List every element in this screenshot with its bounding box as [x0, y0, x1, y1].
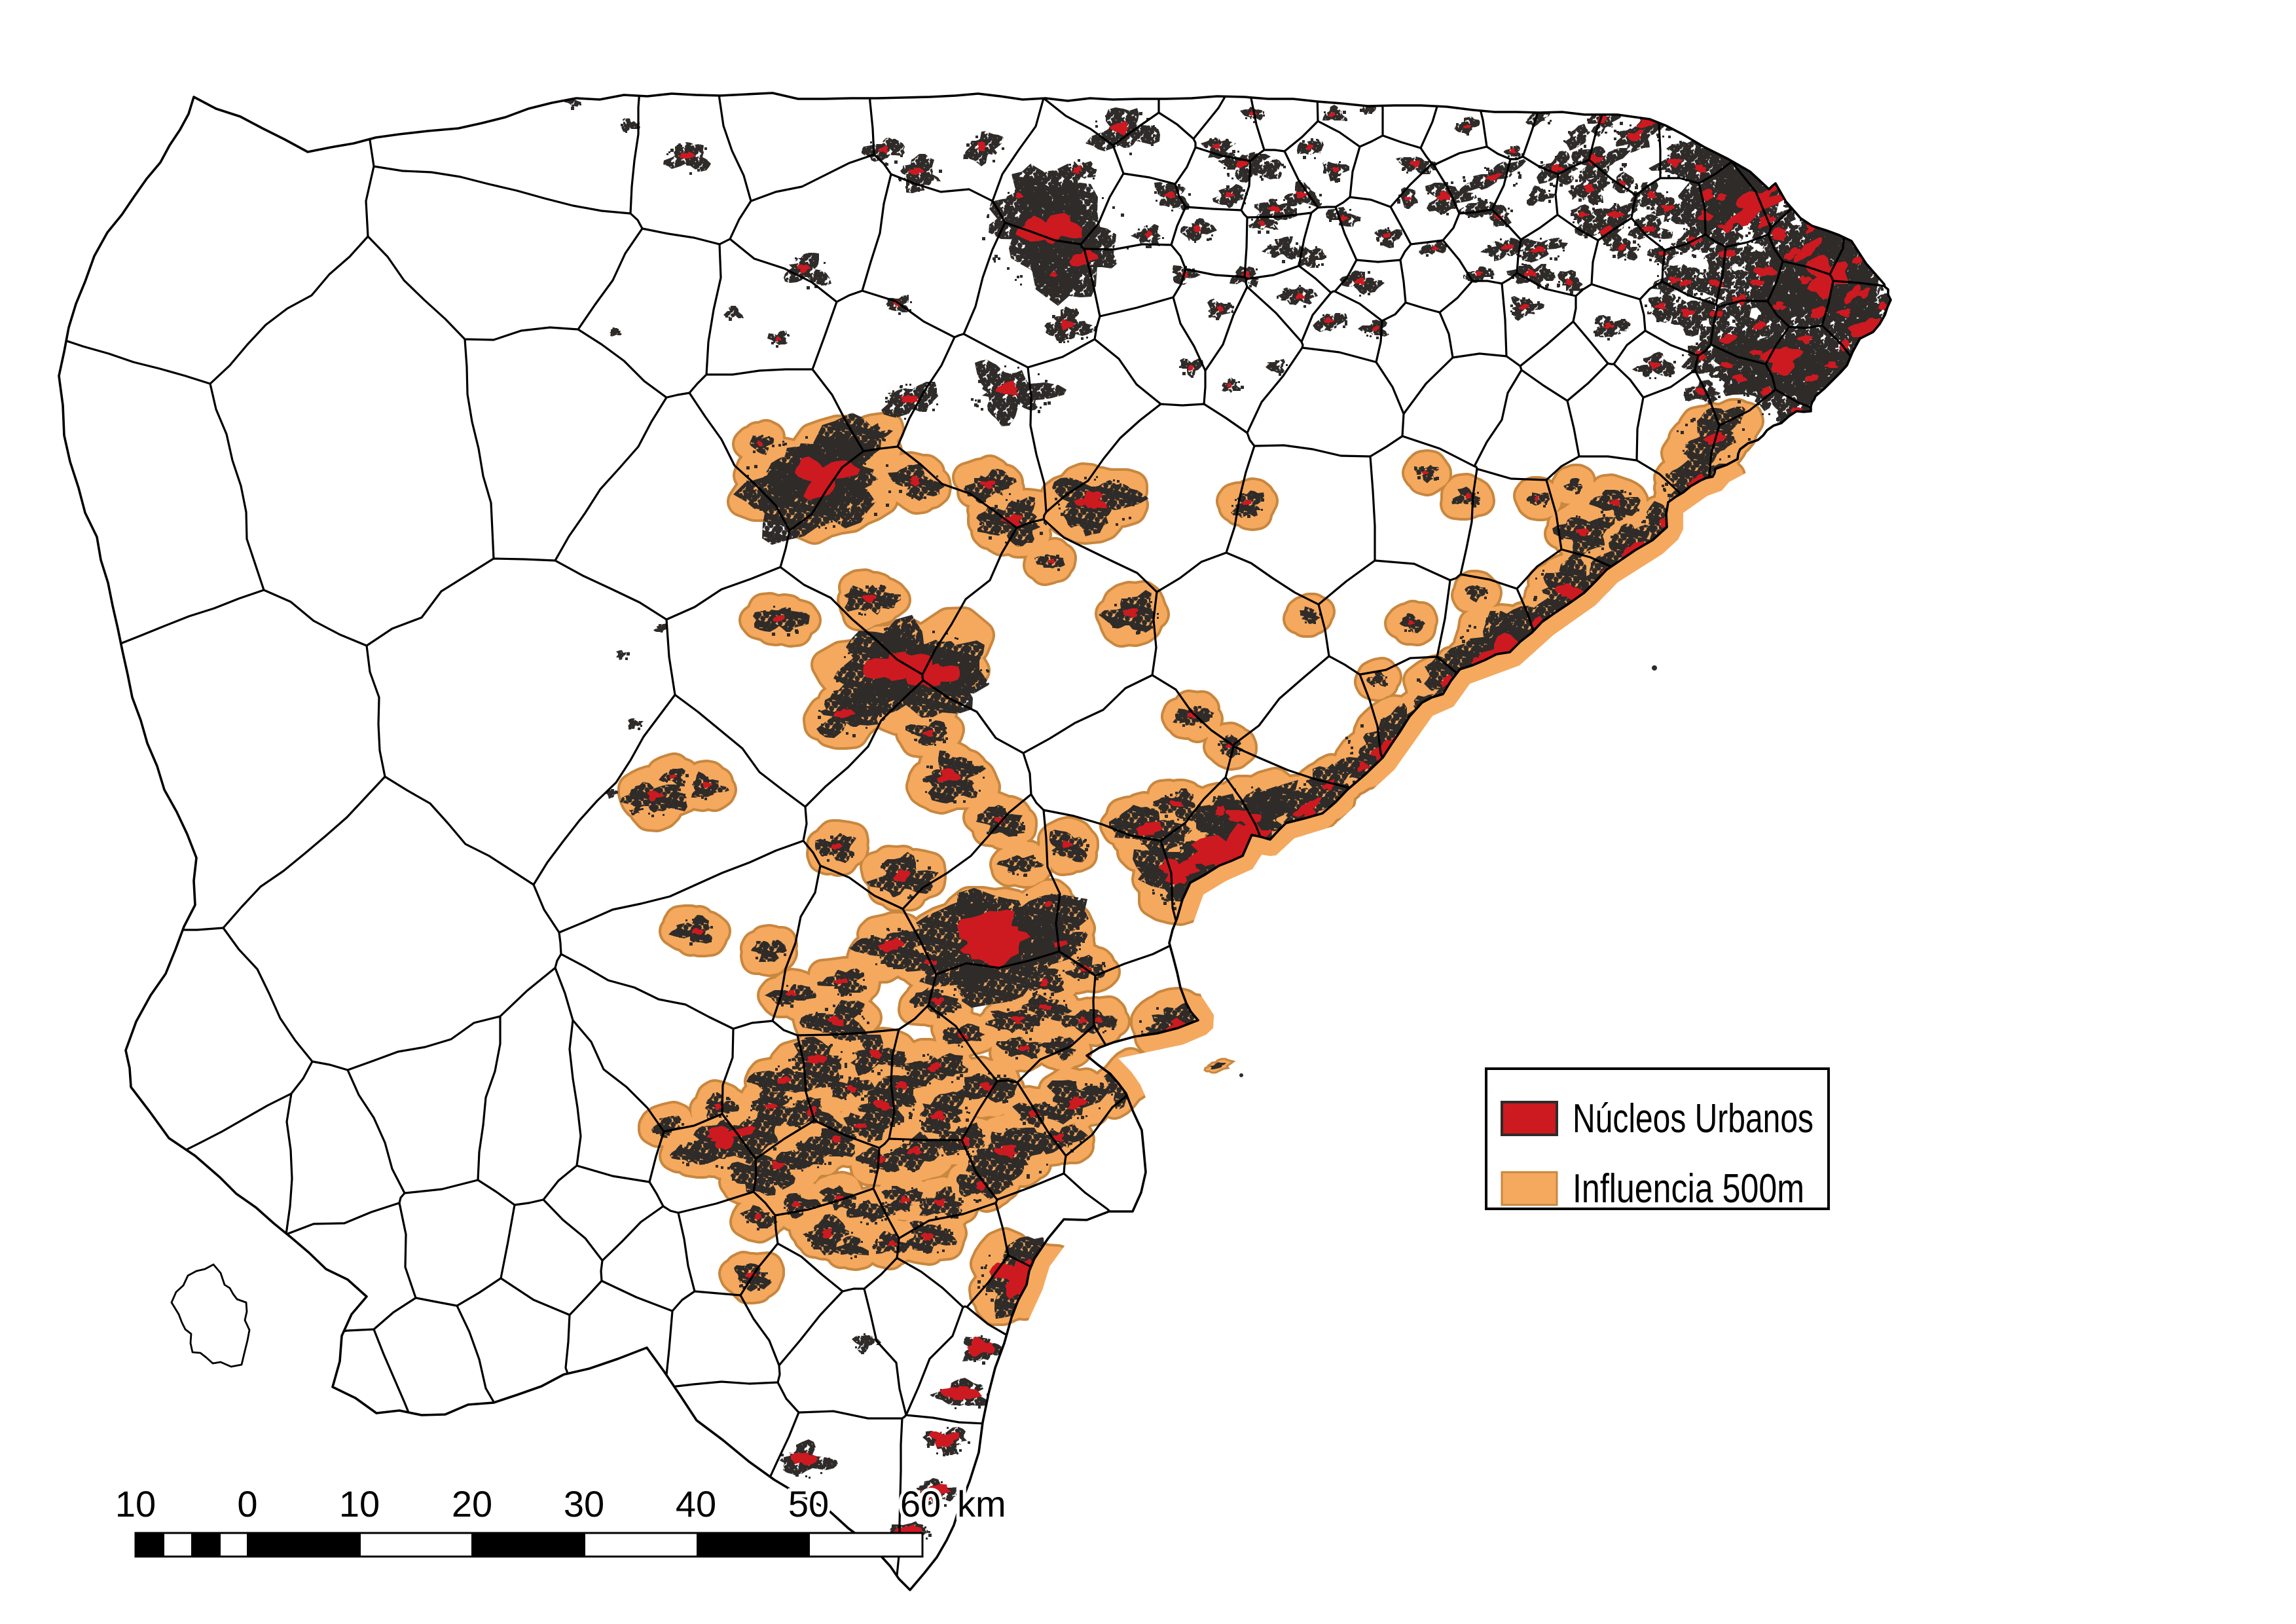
svg-text:60: 60: [900, 1483, 941, 1524]
svg-text:km: km: [957, 1483, 1006, 1524]
svg-text:10: 10: [115, 1483, 156, 1524]
svg-text:40: 40: [676, 1483, 716, 1524]
svg-text:20: 20: [452, 1483, 492, 1524]
svg-text:10: 10: [339, 1483, 380, 1524]
svg-text:Influencia 500m: Influencia 500m: [1573, 1166, 1804, 1211]
svg-text:30: 30: [564, 1483, 604, 1524]
svg-text:0: 0: [237, 1483, 257, 1524]
svg-text:Núcleos Urbanos: Núcleos Urbanos: [1573, 1096, 1813, 1141]
svg-text:50: 50: [788, 1483, 829, 1524]
